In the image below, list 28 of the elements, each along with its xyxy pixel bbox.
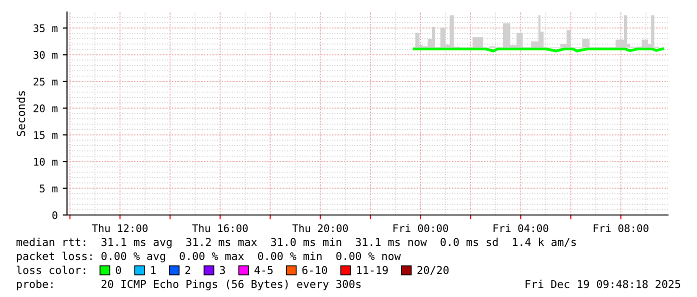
text: median rtt: 31.1 ms avg 31.2 ms max 31.0 ms min 31.1 ms now 0.0 ms sd 1.4 k am/s <box>16 238 576 248</box>
legend-label: 6-10 <box>302 266 328 274</box>
legend-label: 1 <box>151 266 156 274</box>
x-tick-label: Fri 04:00 <box>494 224 548 232</box>
x-tick-label: Thu 20:00 <box>292 224 348 232</box>
legend-label: 11-19 <box>357 266 388 274</box>
text: Fri Dec 19 09:48:18 2025 <box>526 280 680 288</box>
legend-label: 0 <box>116 266 121 274</box>
y-tick-label: 0 <box>52 211 58 220</box>
legend-label: 4-5 <box>254 266 273 274</box>
legend-label: 3 <box>220 266 225 274</box>
y-tick-label: 20 m <box>34 104 58 112</box>
y-tick-label: 30 m <box>34 50 58 59</box>
y-tick-label: 10 m <box>34 158 58 166</box>
x-tick-label: Thu 12:00 <box>92 224 148 232</box>
legend-title: loss color: <box>16 266 86 274</box>
y-axis-title: Seconds <box>16 91 26 136</box>
y-tick-label: 35 m <box>34 24 58 32</box>
y-tick-label: 25 m <box>34 78 58 86</box>
x-tick-label: Fri 00:00 <box>393 224 448 232</box>
legend-label: 20/20 <box>417 266 449 276</box>
text: packet loss: 0.00 % avg 0.00 % max 0.00 % min 0.00 % now <box>17 252 401 262</box>
y-tick-label: 5 m <box>40 184 58 192</box>
x-tick-label: Thu 16:00 <box>192 224 248 232</box>
text: probe: 20 ICMP Echo Pings (56 Bytes) every 300s <box>17 280 361 290</box>
y-tick-label: 15 m <box>34 131 58 139</box>
x-tick-label: Fri 08:00 <box>594 224 648 232</box>
legend-label: 2 <box>185 266 190 274</box>
